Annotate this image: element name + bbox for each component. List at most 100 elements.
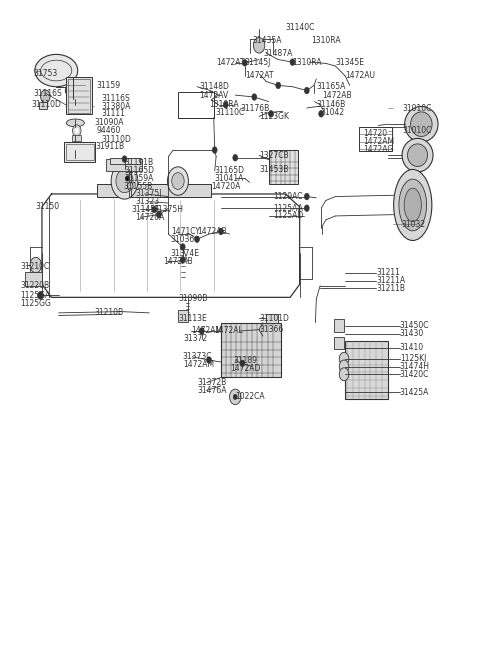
Ellipse shape (66, 119, 84, 127)
Bar (221, 323, 281, 378)
Text: 31410: 31410 (400, 343, 424, 352)
Text: 31453B: 31453B (259, 165, 288, 174)
Text: 1125AA: 1125AA (274, 204, 303, 213)
Text: 31032: 31032 (401, 220, 425, 229)
Text: 1472AM: 1472AM (183, 360, 214, 369)
Text: 31036: 31036 (171, 235, 195, 243)
Text: 1472AD: 1472AD (230, 364, 261, 373)
Circle shape (152, 206, 156, 213)
Circle shape (180, 244, 185, 250)
Text: 1125AD: 1125AD (274, 212, 304, 221)
Text: 31189: 31189 (234, 356, 258, 365)
Ellipse shape (41, 60, 72, 81)
Text: 31450C: 31450C (400, 321, 430, 330)
Circle shape (111, 163, 138, 199)
Ellipse shape (405, 106, 438, 142)
Circle shape (218, 228, 223, 235)
Circle shape (290, 59, 295, 66)
Text: 31476A: 31476A (197, 386, 227, 395)
Text: 1327CB: 1327CB (259, 151, 288, 160)
Text: 31010C: 31010C (402, 126, 432, 135)
Text: 31150: 31150 (36, 202, 60, 212)
Text: 1310RA: 1310RA (209, 101, 239, 109)
Text: 31110D: 31110D (102, 134, 132, 143)
Circle shape (127, 182, 133, 190)
Text: 31110C: 31110C (215, 108, 244, 117)
Circle shape (75, 128, 79, 133)
Text: 31373C: 31373C (183, 352, 212, 361)
Text: 31176B: 31176B (240, 104, 269, 112)
Text: 14720A: 14720A (211, 182, 241, 191)
Circle shape (269, 110, 274, 117)
Circle shape (223, 101, 228, 108)
Text: 31140C: 31140C (285, 23, 315, 32)
Text: 31111: 31111 (102, 109, 125, 118)
Text: 1472AB: 1472AB (164, 256, 193, 265)
Text: 31145J: 31145J (245, 58, 271, 67)
Text: 31375H: 31375H (153, 205, 183, 214)
Text: 31155B: 31155B (123, 182, 152, 191)
Text: 31101D: 31101D (259, 313, 289, 323)
Ellipse shape (69, 86, 82, 95)
Text: 31374E: 31374E (171, 249, 200, 258)
Circle shape (199, 328, 204, 334)
Circle shape (229, 389, 241, 404)
Text: 1472AL: 1472AL (214, 326, 242, 336)
Bar (178, 310, 188, 322)
Ellipse shape (404, 188, 421, 222)
Text: 31220B: 31220B (21, 281, 49, 290)
Text: 31375J: 31375J (135, 190, 161, 199)
Bar (66, 77, 92, 114)
Text: 31380A: 31380A (102, 102, 131, 110)
Bar (66, 143, 94, 160)
Text: 31211B: 31211B (376, 284, 405, 293)
Circle shape (122, 156, 127, 162)
Text: 31165A: 31165A (316, 82, 346, 92)
Circle shape (242, 60, 247, 66)
Text: 31090B: 31090B (178, 294, 207, 303)
Text: 31210B: 31210B (95, 308, 123, 317)
Text: 31116S: 31116S (34, 89, 62, 97)
Text: 31041A: 31041A (215, 174, 244, 183)
Text: 1472AM: 1472AM (363, 137, 394, 146)
Circle shape (240, 360, 245, 367)
Text: 31145F: 31145F (131, 205, 160, 214)
Text: 31211: 31211 (376, 268, 400, 277)
Text: 1471CY: 1471CY (171, 227, 200, 236)
Text: 31010C: 31010C (402, 104, 432, 112)
Text: 31116S: 31116S (102, 94, 131, 103)
Bar (64, 142, 96, 162)
Text: 31474H: 31474H (400, 362, 430, 371)
Circle shape (180, 256, 185, 263)
Text: 1472AB: 1472AB (197, 227, 227, 236)
Circle shape (319, 110, 324, 117)
Text: 31165D: 31165D (215, 166, 245, 175)
Text: 31345E: 31345E (336, 58, 364, 67)
Text: 1472AT: 1472AT (245, 71, 273, 80)
Bar (97, 184, 211, 197)
Text: 31487A: 31487A (264, 49, 293, 58)
Text: 1472AV: 1472AV (199, 91, 228, 99)
Circle shape (72, 125, 81, 136)
Circle shape (37, 291, 43, 299)
Bar (360, 127, 392, 151)
Text: 31165D: 31165D (124, 166, 155, 175)
Circle shape (304, 205, 309, 212)
Circle shape (168, 167, 189, 195)
Text: 1125GG: 1125GG (21, 299, 51, 308)
Text: 31420C: 31420C (400, 370, 429, 379)
Text: 31159A: 31159A (124, 174, 154, 183)
Circle shape (40, 90, 50, 103)
Ellipse shape (410, 112, 432, 136)
Text: 94460: 94460 (97, 126, 121, 135)
Text: 31210C: 31210C (21, 262, 50, 271)
Text: 1472AM: 1472AM (192, 326, 222, 336)
Ellipse shape (394, 169, 432, 241)
Bar (345, 341, 388, 399)
Text: 1022CA: 1022CA (235, 393, 265, 401)
Circle shape (233, 154, 238, 161)
Text: 1125KJ: 1125KJ (400, 354, 426, 363)
Bar (335, 319, 344, 332)
Bar (25, 271, 42, 286)
Text: 31042: 31042 (320, 108, 344, 117)
